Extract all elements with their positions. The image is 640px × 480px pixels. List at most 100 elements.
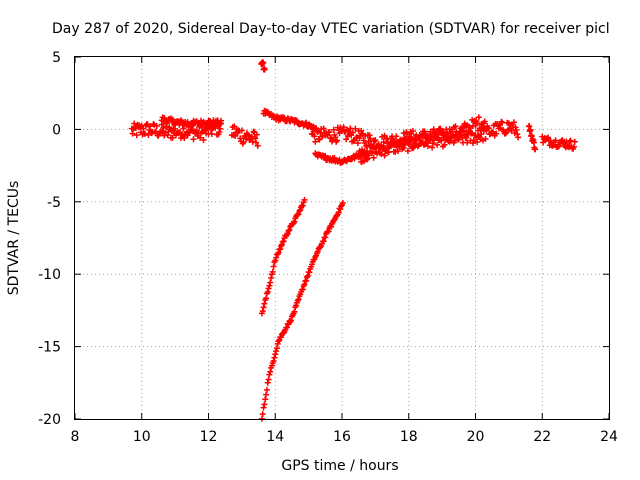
data-point bbox=[258, 415, 265, 422]
y-axis-label: SDTVAR / TECUs bbox=[6, 181, 22, 296]
data-point bbox=[260, 304, 267, 311]
data-point bbox=[570, 143, 577, 150]
data-point bbox=[481, 118, 488, 125]
data-point bbox=[273, 254, 280, 261]
data-point bbox=[318, 133, 325, 140]
data-point bbox=[400, 144, 407, 151]
data-point bbox=[445, 138, 452, 145]
data-point bbox=[478, 131, 485, 138]
data-point bbox=[275, 338, 282, 345]
x-axis-label: GPS time / hours bbox=[281, 458, 398, 474]
data-point bbox=[181, 135, 188, 142]
data-point bbox=[271, 354, 278, 361]
data-point bbox=[264, 379, 271, 386]
data-point bbox=[140, 125, 147, 132]
data-point bbox=[252, 135, 259, 142]
data-point bbox=[446, 138, 453, 145]
series-band-d bbox=[355, 118, 522, 165]
data-point bbox=[429, 144, 436, 151]
data-point bbox=[436, 137, 443, 144]
data-point bbox=[385, 149, 392, 156]
x-tick-label: 22 bbox=[533, 429, 551, 445]
data-point bbox=[131, 120, 138, 127]
x-tick-label: 10 bbox=[133, 429, 151, 445]
data-point bbox=[216, 129, 223, 136]
data-point bbox=[406, 133, 413, 140]
x-tick-label: 24 bbox=[600, 429, 618, 445]
data-point bbox=[375, 141, 382, 148]
data-point bbox=[482, 135, 489, 142]
data-point bbox=[493, 130, 500, 137]
data-point bbox=[299, 286, 306, 293]
data-point bbox=[424, 140, 431, 147]
data-point bbox=[322, 234, 329, 241]
data-point bbox=[464, 139, 471, 146]
data-point bbox=[240, 139, 247, 146]
data-point bbox=[335, 209, 342, 216]
data-point bbox=[532, 146, 539, 153]
data-point bbox=[444, 130, 451, 137]
data-point bbox=[371, 144, 378, 151]
data-point bbox=[349, 129, 356, 136]
data-point bbox=[142, 130, 149, 137]
chart-title: Day 287 of 2020, Sidereal Day-to-day VTE… bbox=[52, 21, 610, 37]
data-point bbox=[372, 137, 379, 144]
data-point bbox=[460, 127, 467, 134]
data-point bbox=[263, 391, 270, 398]
data-point bbox=[169, 116, 176, 123]
data-point bbox=[288, 317, 295, 324]
tick-labels: 8 10 12 14 16 18 20 22 24 5 0 -5 -10 -15 -20 bbox=[38, 50, 618, 445]
data-point bbox=[513, 127, 520, 134]
data-point bbox=[273, 348, 280, 355]
x-tick-label: 16 bbox=[333, 429, 351, 445]
data-point bbox=[317, 243, 324, 250]
series-band-e bbox=[525, 123, 539, 153]
data-point bbox=[567, 137, 574, 144]
grid bbox=[75, 57, 609, 419]
y-tick-label: -10 bbox=[38, 267, 61, 283]
axis-ticks bbox=[74, 56, 610, 420]
data-point bbox=[527, 127, 534, 134]
data-point bbox=[260, 59, 267, 66]
data-point bbox=[514, 131, 521, 138]
data-point bbox=[474, 120, 481, 127]
data-point bbox=[147, 123, 154, 130]
data-point bbox=[260, 404, 267, 411]
series-band-a-top bbox=[158, 114, 225, 129]
data-point bbox=[285, 227, 292, 234]
data-point bbox=[316, 136, 323, 143]
data-point bbox=[208, 130, 215, 137]
data-point bbox=[566, 138, 573, 145]
data-point bbox=[552, 137, 559, 144]
data-point bbox=[485, 124, 492, 131]
y-tick-label: 5 bbox=[52, 50, 61, 66]
data-point bbox=[312, 138, 319, 145]
data-points bbox=[128, 59, 578, 422]
data-point bbox=[455, 136, 462, 143]
data-point bbox=[180, 125, 187, 132]
data-point bbox=[447, 129, 454, 136]
data-point bbox=[280, 238, 287, 245]
series-dip bbox=[312, 148, 371, 166]
data-point bbox=[238, 127, 245, 134]
data-point bbox=[150, 121, 157, 128]
data-point bbox=[263, 295, 270, 302]
data-point bbox=[301, 281, 308, 288]
data-point bbox=[326, 128, 333, 135]
data-point bbox=[270, 263, 277, 270]
data-point bbox=[296, 208, 303, 215]
data-point bbox=[324, 132, 331, 139]
data-point bbox=[153, 122, 160, 129]
data-point bbox=[306, 269, 313, 276]
data-point bbox=[269, 268, 276, 275]
data-point bbox=[421, 128, 428, 135]
x-tick-label: 8 bbox=[71, 429, 80, 445]
data-point bbox=[283, 324, 290, 331]
data-point bbox=[253, 139, 260, 146]
data-point bbox=[499, 119, 506, 126]
data-point bbox=[280, 330, 287, 337]
data-point bbox=[366, 132, 373, 139]
data-point bbox=[254, 142, 261, 149]
data-point bbox=[303, 274, 310, 281]
